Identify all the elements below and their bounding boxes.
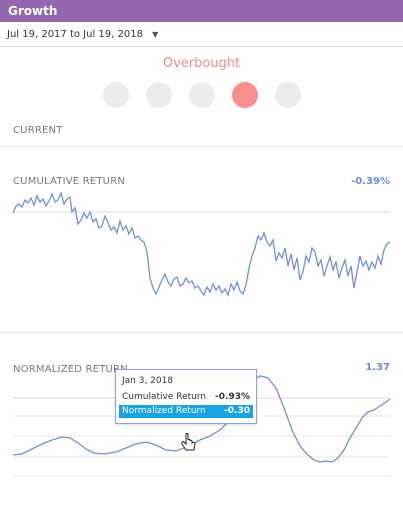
tooltip-normalized-label: Normalized Return — [122, 406, 206, 416]
current-section-label: CURRENT — [13, 125, 63, 136]
divider — [0, 332, 403, 333]
tooltip-row-cumulative: Cumulative Return -0.93% — [119, 391, 253, 404]
app-header: Growth — [0, 0, 403, 22]
tooltip-row-normalized: Normalized Return -0.30 — [119, 405, 253, 418]
date-range-dropdown[interactable]: Jul 19, 2017 to Jul 19, 2018 ▼ — [7, 26, 158, 44]
signal-label: Overbought — [162, 56, 241, 71]
tooltip-cumulative-label: Cumulative Return — [122, 392, 207, 402]
tooltip-cumulative-value: -0.93% — [215, 392, 250, 402]
signal-indicator-3 — [189, 82, 215, 108]
cumulative-return-label: CUMULATIVE RETURN — [13, 176, 126, 187]
signal-indicator-5 — [275, 82, 301, 108]
cumulative-return-value: -0.39% — [351, 176, 390, 187]
date-range-label: Jul 19, 2017 to Jul 19, 2018 — [7, 29, 143, 40]
normalized-return-label: NORMALIZED RETURN — [13, 364, 128, 375]
cumulative-return-line — [12, 191, 391, 297]
tooltip-normalized-value: -0.30 — [224, 406, 250, 416]
divider — [0, 146, 403, 147]
tooltip-date: Jan 3, 2018 — [122, 376, 174, 386]
data-tooltip: Jan 3, 2018 Cumulative Return -0.93% Nor… — [115, 369, 257, 424]
caret-down-icon: ▼ — [152, 30, 159, 39]
divider — [0, 46, 403, 47]
cumulative-return-chart[interactable] — [0, 182, 403, 302]
signal-indicator-2 — [146, 82, 172, 108]
normalized-return-value: 1.37 — [365, 362, 390, 373]
signal-indicator-4-active — [232, 82, 258, 108]
header-title: Growth — [8, 4, 58, 18]
signal-indicator-1 — [103, 82, 129, 108]
hand-cursor-icon — [181, 433, 196, 451]
